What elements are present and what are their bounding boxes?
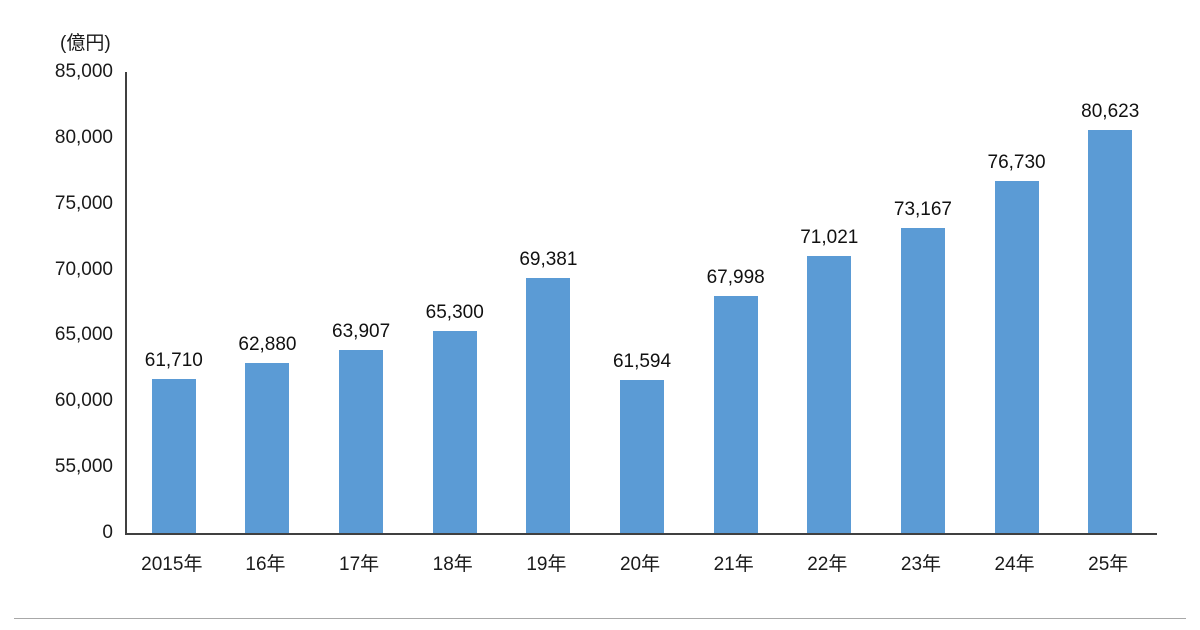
- bar: [339, 349, 384, 533]
- y-tick-label: 70,000: [54, 258, 113, 280]
- bar-column: 73,167: [876, 72, 970, 533]
- bar: [245, 363, 290, 533]
- bar-value-label: 62,880: [238, 334, 297, 356]
- bar: [151, 378, 196, 533]
- bars-container: 61,710 62,880 63,907 65,300 69,381 61,594 67,9…: [127, 72, 1157, 533]
- x-tick-label: 24年: [994, 554, 1035, 575]
- x-tick-label: 21年: [713, 554, 754, 575]
- bar: [620, 380, 665, 533]
- bar-value-label: 69,381: [519, 248, 578, 270]
- bar-value-label: 80,623: [1081, 100, 1140, 122]
- x-tick-label: 16年: [245, 554, 286, 575]
- bar: [900, 227, 945, 533]
- x-tick-label: 22年: [807, 554, 848, 575]
- bar: [1088, 129, 1133, 533]
- bar: [526, 277, 571, 533]
- x-tick-label: 2015年: [141, 554, 203, 575]
- y-tick-label: 80,000: [54, 126, 113, 148]
- y-tick-label: 65,000: [54, 324, 113, 346]
- y-tick-label: 75,000: [54, 192, 113, 214]
- x-tick-label: 20年: [619, 554, 661, 575]
- bar: [994, 180, 1039, 533]
- bar-value-label: 67,998: [706, 266, 765, 288]
- y-tick-label: 60,000: [54, 390, 113, 412]
- plot-area: 61,710 62,880 63,907 65,300 69,381 61,594 67,9…: [55, 61, 1157, 543]
- bar-value-label: 76,730: [987, 151, 1046, 173]
- bottom-divider: [14, 618, 1186, 619]
- x-axis-labels: 2015年 16年 17年 18年 19年 20年 21年 22年 23年 24年 25年: [125, 535, 1155, 576]
- bar-value-label: 61,710: [144, 349, 203, 371]
- bar: [432, 331, 477, 533]
- bar-column: 67,998: [689, 72, 783, 533]
- x-tick-label: 23年: [900, 554, 942, 575]
- bar-column: 80,623: [1063, 72, 1157, 533]
- bar-column: 76,730: [970, 72, 1064, 533]
- bar-column: 62,880: [221, 72, 315, 533]
- bar-value-label: 63,907: [332, 320, 391, 342]
- x-tick-label: 25年: [1088, 554, 1129, 575]
- y-tick-label: 55,000: [54, 456, 113, 478]
- bar-column: 63,907: [314, 72, 408, 533]
- bar-column: 69,381: [502, 72, 596, 533]
- bar-value-label: 65,300: [425, 302, 484, 324]
- bar-column: 71,021: [782, 72, 876, 533]
- y-axis-unit-label: (億円): [60, 33, 111, 54]
- x-tick-label: 19年: [526, 554, 567, 575]
- bar-value-label: 61,594: [612, 351, 672, 373]
- bar-value-label: 73,167: [893, 198, 952, 220]
- bar-value-label: 71,021: [800, 227, 859, 249]
- y-tick-label: 0: [102, 522, 113, 543]
- x-tick-label: 18年: [432, 554, 473, 575]
- bar-column: 65,300: [408, 72, 502, 533]
- bar-column: 61,710: [127, 72, 221, 533]
- bar: [713, 295, 758, 533]
- bar: [807, 256, 852, 533]
- x-tick-label: 17年: [339, 554, 380, 575]
- y-tick-label: 85,000: [54, 61, 113, 82]
- bar-column: 61,594: [595, 72, 689, 533]
